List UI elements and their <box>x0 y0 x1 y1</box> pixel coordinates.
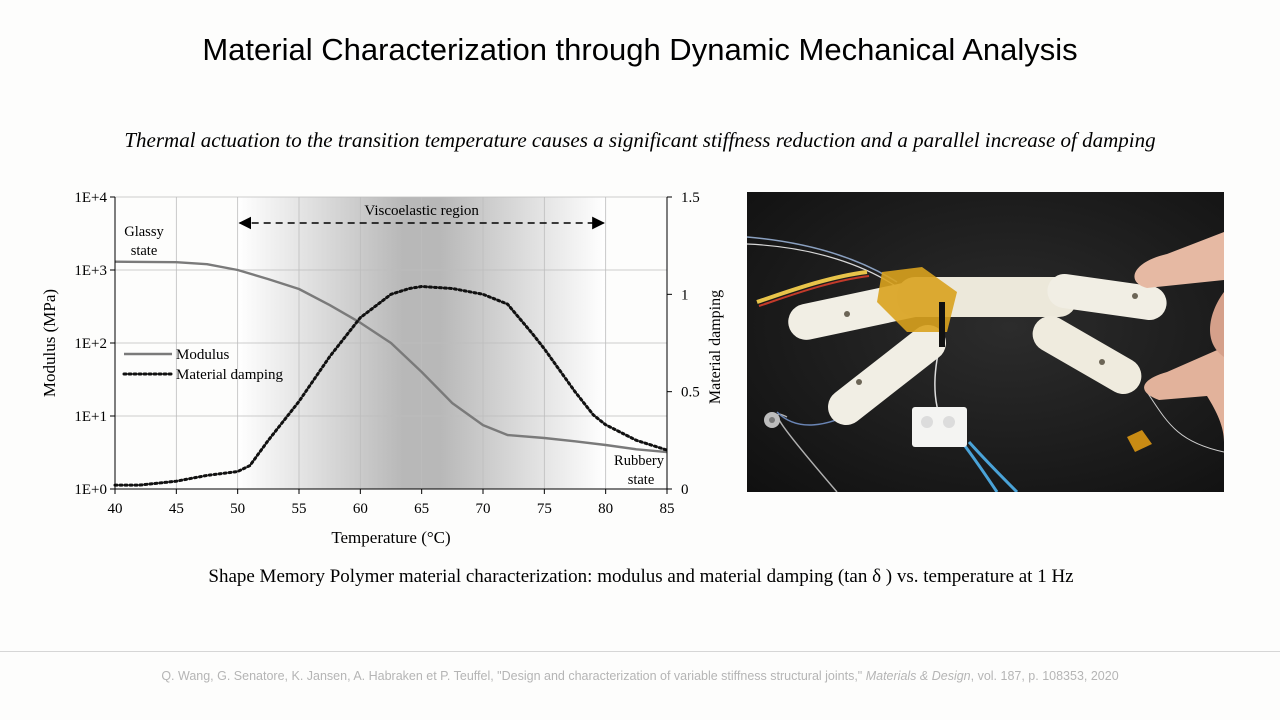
citation-authors-title: Q. Wang, G. Senatore, K. Jansen, A. Habr… <box>161 669 866 683</box>
y2-tick-label: 1 <box>681 287 689 303</box>
glassy-state-label: Glassy <box>124 224 164 240</box>
viscoelastic-region-label: Viscoelastic region <box>364 203 479 219</box>
x-tick-label: 60 <box>353 501 368 517</box>
y2-axis-title: Material damping <box>707 290 724 404</box>
citation-details: , vol. 187, p. 108353, 2020 <box>970 669 1119 683</box>
glassy-state-label-2: state <box>131 243 158 259</box>
citation-journal: Materials & Design <box>865 669 971 683</box>
rubbery-state-label: Rubbery <box>614 453 665 469</box>
x-tick-label: 75 <box>537 501 552 517</box>
citation: Q. Wang, G. Senatore, K. Jansen, A. Habr… <box>0 669 1280 683</box>
x-tick-label: 40 <box>108 501 123 517</box>
y-tick-label: 1E+2 <box>74 336 107 352</box>
legend-label-damping: Material damping <box>176 367 284 383</box>
y2-tick-label: 1.5 <box>681 190 700 206</box>
x-tick-label: 45 <box>169 501 184 517</box>
y-tick-label: 1E+1 <box>74 409 107 425</box>
x-axis-title: Temperature (°C) <box>331 528 450 547</box>
slide-subtitle: Thermal actuation to the transition temp… <box>124 128 1156 152</box>
y-tick-label: 1E+0 <box>74 482 107 498</box>
damping-series-line <box>113 285 669 487</box>
y2-tick-label: 0.5 <box>681 385 700 401</box>
smp-joint-photo <box>747 192 1224 492</box>
footer-divider <box>0 651 1280 652</box>
slide-title: Material Characterization through Dynami… <box>202 32 1078 67</box>
x-tick-label: 85 <box>660 501 675 517</box>
dma-chart: 40 45 50 55 60 65 70 75 80 85 1E+0 1E+1 1E+2 1E+3 1E+4… <box>36 183 726 548</box>
x-tick-label: 70 <box>476 501 491 517</box>
y-tick-label: 1E+3 <box>74 263 107 279</box>
x-tick-label: 65 <box>414 501 429 517</box>
modulus-series-line <box>114 260 668 454</box>
y-tick-label: 1E+4 <box>74 190 107 206</box>
y-axis-title: Modulus (MPa) <box>40 289 59 397</box>
rubbery-state-label-2: state <box>628 472 655 488</box>
x-tick-label: 50 <box>230 501 245 517</box>
y2-tick-label: 0 <box>681 482 689 498</box>
x-tick-label: 80 <box>598 501 613 517</box>
figure-caption: Shape Memory Polymer material characteri… <box>208 566 1074 587</box>
dma-chart-svg: 40 45 50 55 60 65 70 75 80 85 1E+0 1E+1 1E+2 1E+3 1E+4… <box>40 190 724 547</box>
x-tick-label: 55 <box>292 501 307 517</box>
legend-label-modulus: Modulus <box>176 347 230 363</box>
